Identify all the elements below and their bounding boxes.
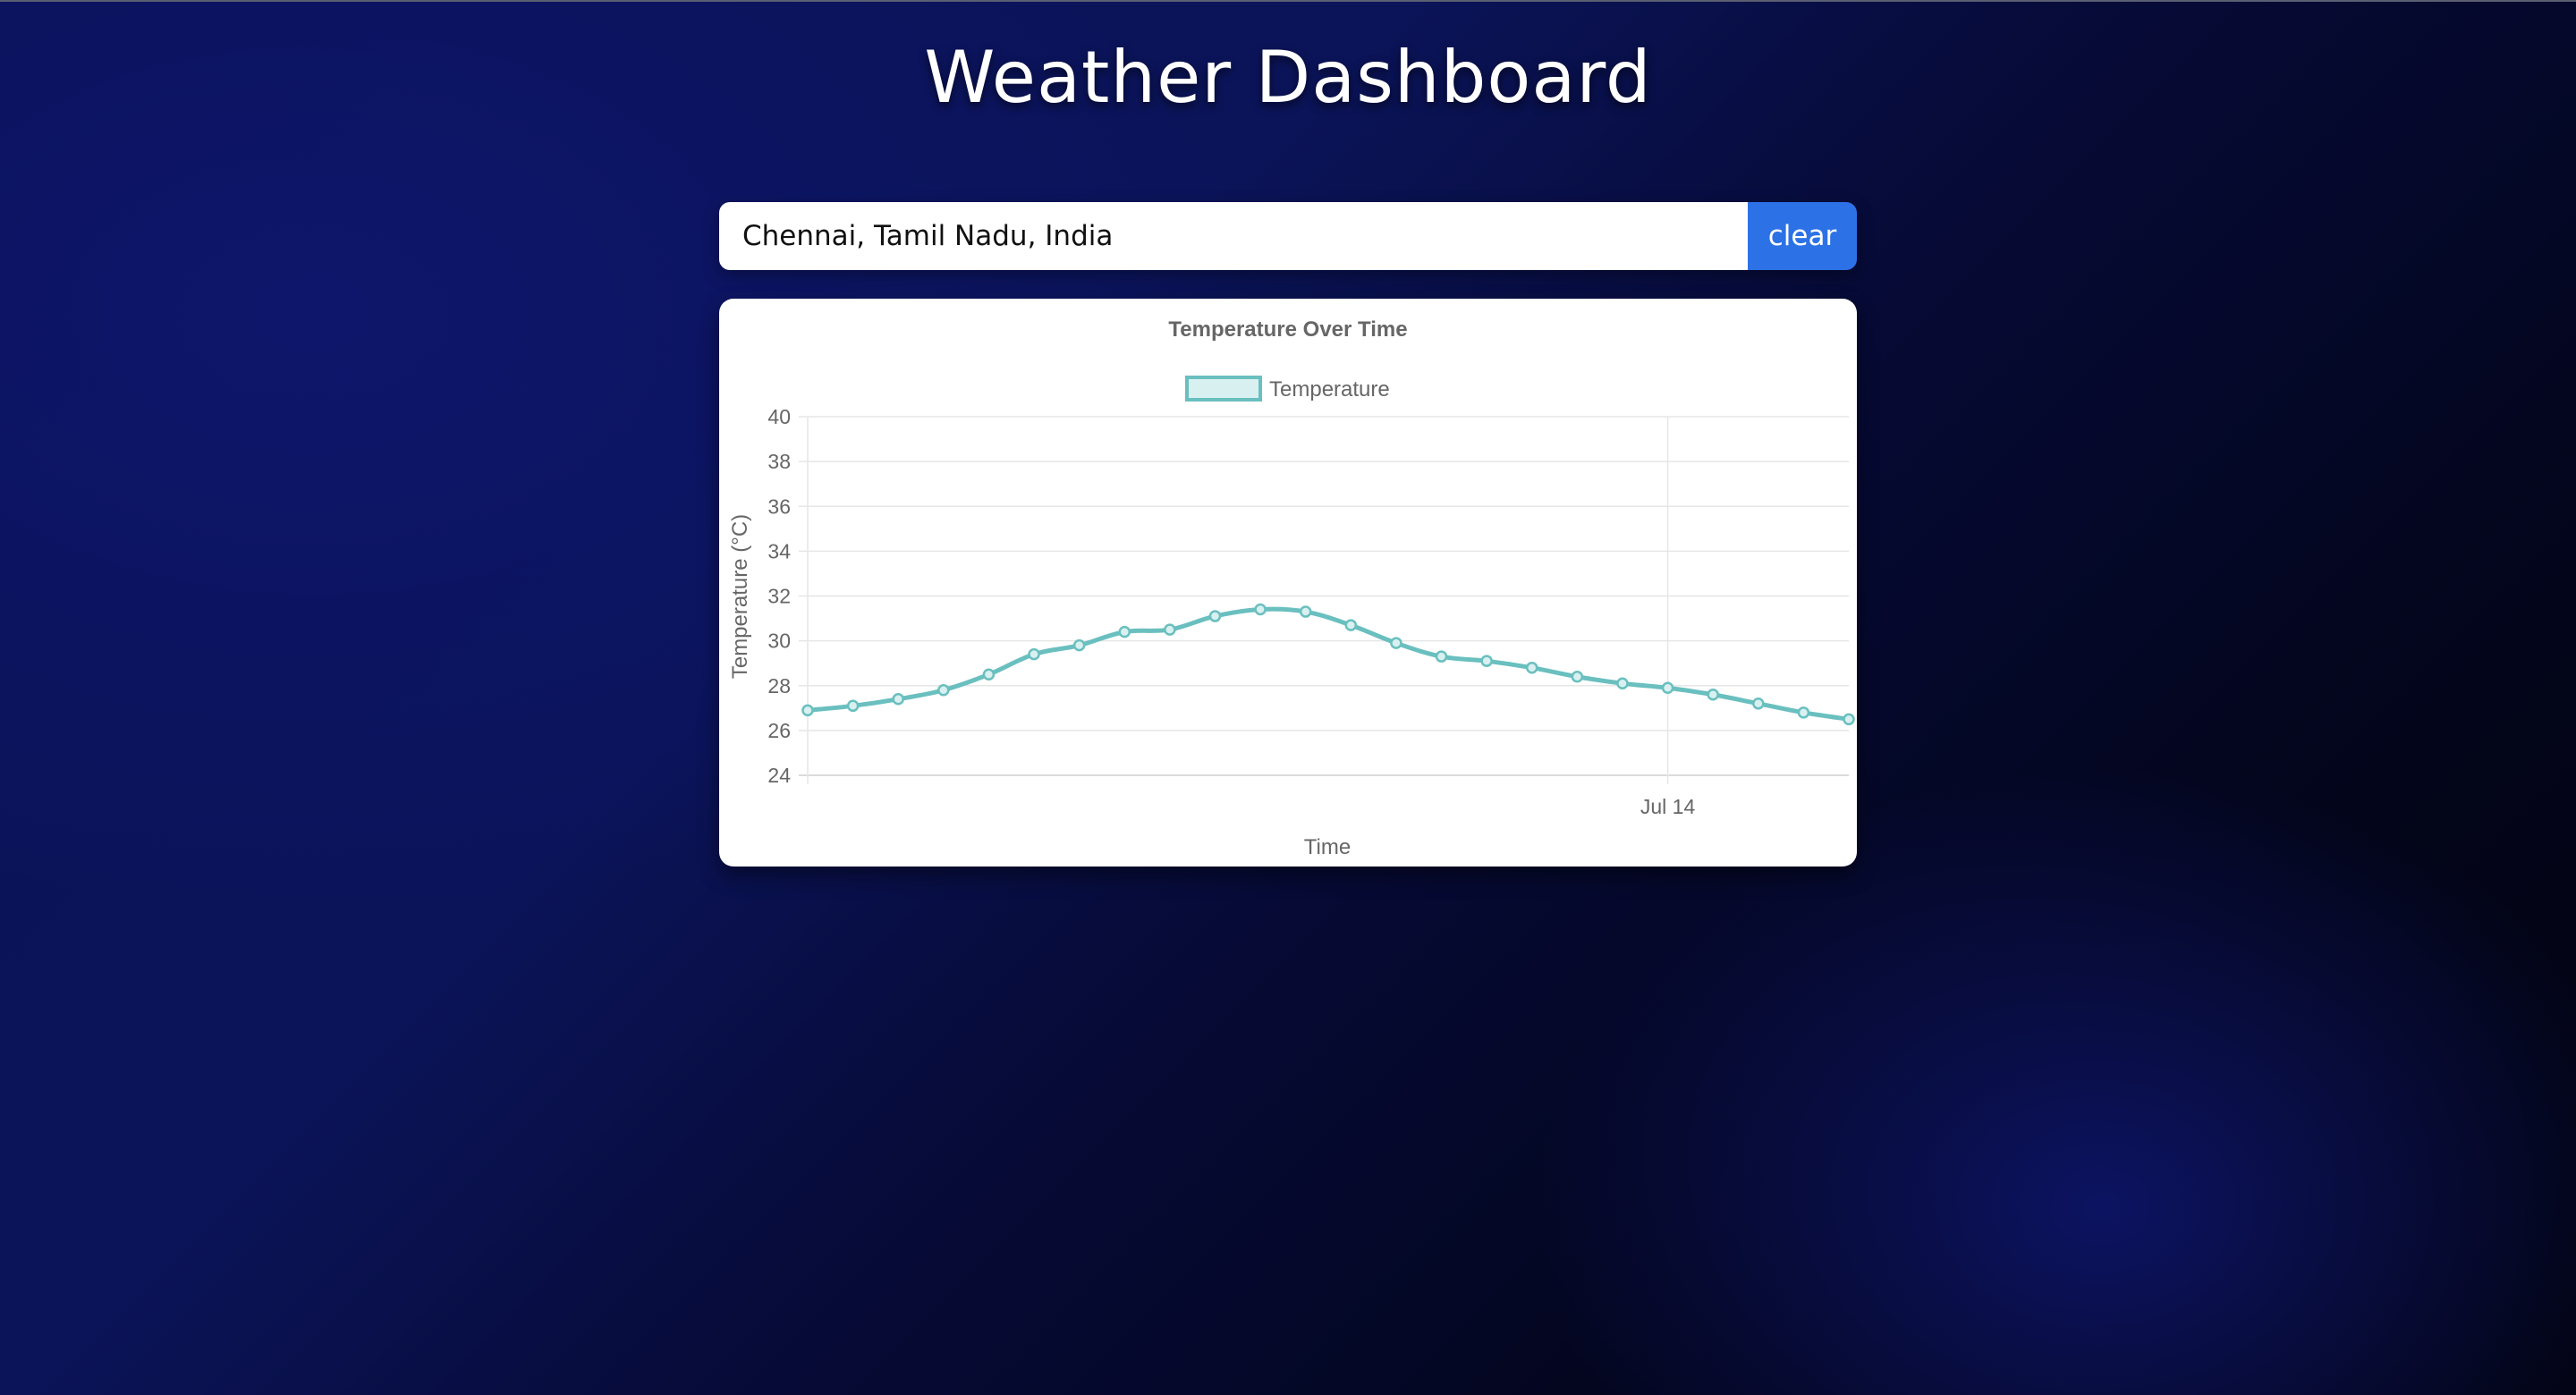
data-point[interactable]	[1571, 670, 1584, 683]
data-point[interactable]	[1208, 610, 1222, 622]
data-point[interactable]	[1118, 625, 1131, 638]
data-point[interactable]	[1435, 650, 1448, 663]
y-tick-label: 38	[767, 450, 791, 473]
y-axis-label: Temperature (°C)	[728, 514, 752, 679]
temperature-chart-card: Temperature Over Time Temperature 40 38 36…	[719, 299, 1857, 867]
data-point[interactable]	[1797, 706, 1810, 719]
data-point[interactable]	[1843, 713, 1855, 726]
data-point[interactable]	[1752, 698, 1765, 710]
temperature-line-chart: Temperature Over Time Temperature 40 38 36…	[728, 317, 1855, 859]
y-tick-label: 26	[767, 719, 791, 742]
data-point[interactable]	[1661, 681, 1674, 695]
legend-label[interactable]: Temperature	[1269, 377, 1390, 402]
chart-grid	[799, 416, 1849, 784]
data-point[interactable]	[1072, 638, 1086, 652]
data-point[interactable]	[1164, 623, 1176, 636]
x-axis-ticks: Jul 14	[1640, 795, 1696, 818]
x-tick-label: Jul 14	[1640, 795, 1696, 818]
data-point[interactable]	[1480, 655, 1493, 667]
data-point[interactable]	[1525, 661, 1538, 674]
temperature-series	[801, 603, 1855, 726]
data-point[interactable]	[1616, 677, 1629, 689]
data-point[interactable]	[982, 668, 996, 681]
data-point[interactable]	[1390, 637, 1402, 649]
chart-title: Temperature Over Time	[1168, 317, 1407, 342]
y-tick-label: 24	[767, 764, 791, 787]
page-title: Weather Dashboard	[924, 36, 1652, 119]
y-tick-label: 40	[767, 405, 791, 428]
clear-button[interactable]: clear	[1748, 202, 1857, 270]
y-tick-label: 36	[767, 495, 791, 518]
data-point[interactable]	[892, 693, 904, 706]
data-point[interactable]	[1028, 647, 1040, 661]
data-point[interactable]	[801, 704, 814, 717]
y-axis-ticks: 40 38 36 34 32 30 28 26 24	[767, 405, 791, 787]
data-point[interactable]	[846, 699, 860, 713]
data-point[interactable]	[937, 684, 950, 697]
window-top-border	[0, 0, 2576, 2]
data-point[interactable]	[1254, 603, 1267, 616]
legend-swatch[interactable]	[1185, 376, 1262, 402]
data-point[interactable]	[1707, 689, 1719, 701]
y-tick-label: 34	[767, 539, 791, 562]
search-bar: clear	[719, 202, 1857, 270]
temperature-line	[805, 606, 1852, 722]
location-search-input[interactable]	[719, 202, 1748, 270]
data-point[interactable]	[1299, 605, 1312, 618]
x-axis-label: Time	[1304, 835, 1351, 859]
data-point[interactable]	[1344, 619, 1358, 631]
y-tick-label: 30	[767, 630, 791, 653]
y-tick-label: 32	[767, 585, 791, 608]
y-tick-label: 28	[767, 674, 791, 698]
